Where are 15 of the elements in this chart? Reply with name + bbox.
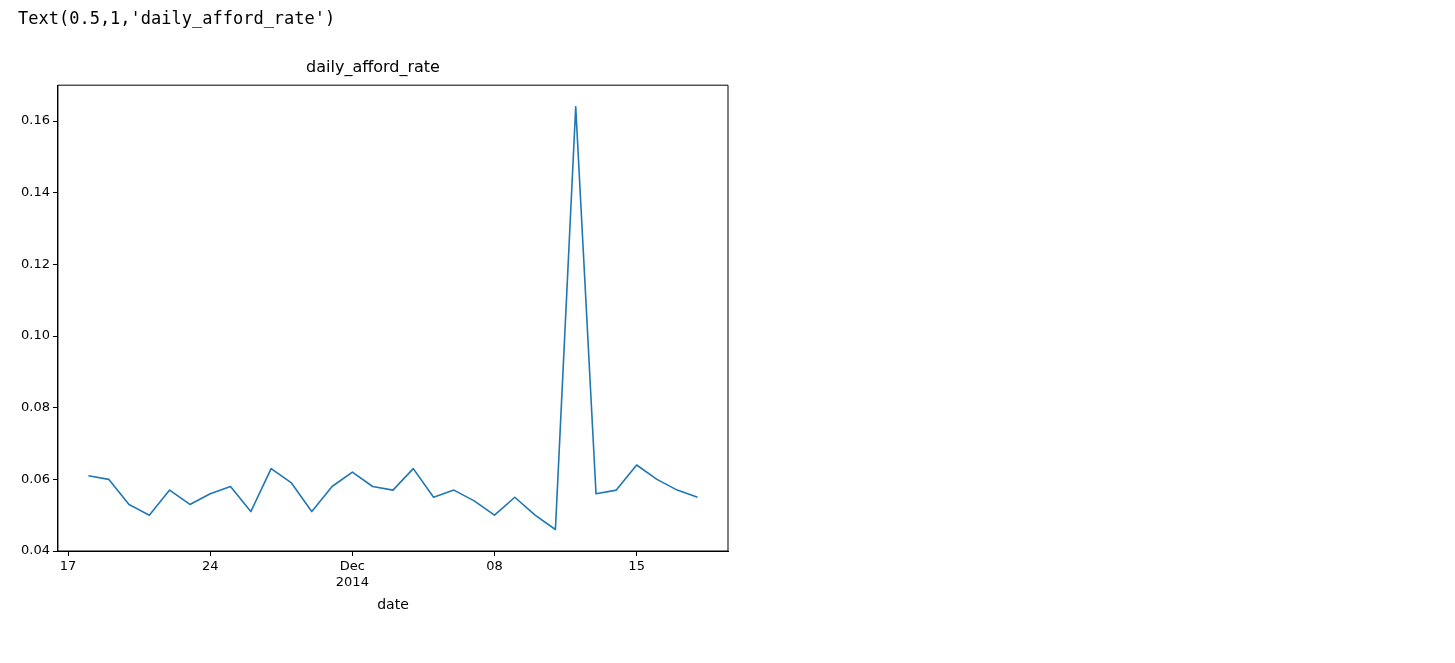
y-tick-label: 0.16 — [20, 112, 50, 128]
y-tick-label: 0.12 — [20, 255, 50, 271]
text: Text(0.5,1,'daily_afford_rate') — [18, 8, 337, 28]
y-tick-label: 0.10 — [20, 327, 50, 343]
y-tick-label: 0.06 — [20, 470, 50, 486]
x-tick-label: 08 — [486, 558, 503, 574]
x-tick-label: 17 — [59, 558, 77, 574]
chart-title: daily_afford_rate — [306, 56, 440, 77]
x-axis-title: date — [377, 596, 409, 613]
x-tick-label: Dec 2014 — [335, 558, 369, 589]
x-tick-label: 24 — [201, 558, 219, 574]
y-tick-label: 0.04 — [20, 542, 50, 558]
y-tick-label: 0.14 — [20, 184, 50, 200]
y-tick-label: 0.08 — [20, 399, 50, 415]
x-tick-label: 15 — [628, 558, 645, 574]
